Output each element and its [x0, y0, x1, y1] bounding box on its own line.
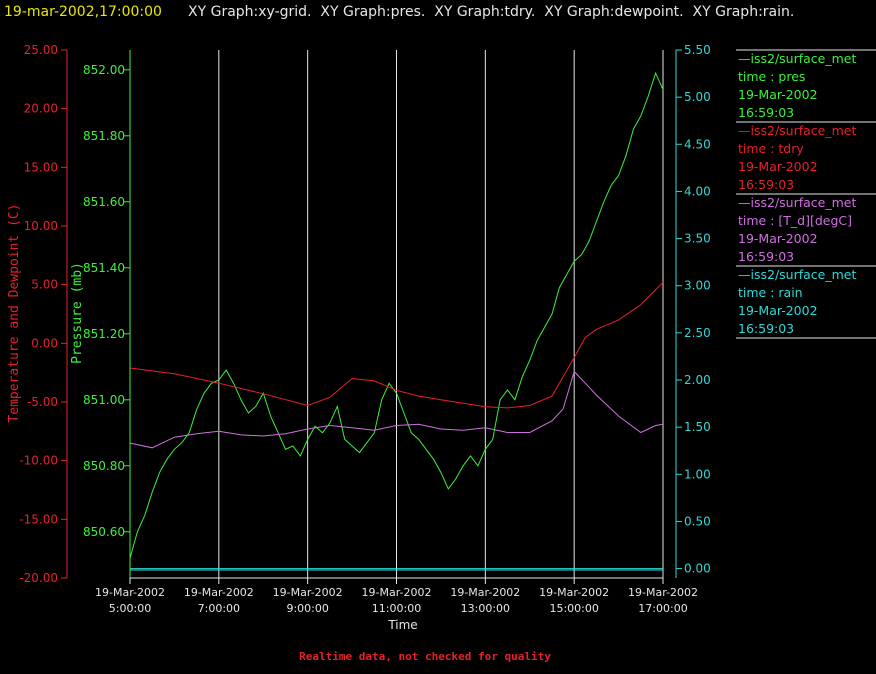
rain-tick-label: 4.00 [684, 184, 711, 198]
temp-tick-label: 20.00 [24, 102, 58, 116]
x-axis-label: Time [387, 618, 417, 632]
temp-tick-label: -20.00 [19, 571, 58, 585]
legend-label: time : [T_d][degC] [738, 213, 852, 228]
legend-time: 16:59:03 [738, 249, 794, 264]
temp-tick-label: 10.00 [24, 219, 58, 233]
x-tick-date: 19-Mar-2002 [539, 586, 609, 599]
pres-axis-label: Pressure (mb) [70, 262, 85, 364]
temp-tick-label: -15.00 [19, 512, 58, 526]
legend-label: time : pres [738, 69, 805, 84]
rain-axis: 5.50 5.00 4.50 4.00 3.50 3.00 2.50 2.00 1.50 1.00… [675, 43, 711, 578]
rain-tick-label: 2.00 [684, 373, 711, 387]
grid-lines [129, 50, 664, 578]
rain-tick-label: 1.00 [684, 467, 711, 481]
pres-tick-label: 851.80 [83, 129, 125, 143]
pres-tick-label: 850.60 [83, 525, 125, 539]
x-tick-date: 19-Mar-2002 [184, 586, 254, 599]
legend-time: 16:59:03 [738, 105, 794, 120]
pres-tick-label: 851.60 [83, 195, 125, 209]
legend-time: 16:59:03 [738, 177, 794, 192]
legend-date: 19-Mar-2002 [738, 303, 818, 318]
x-tick-date: 19-Mar-2002 [450, 586, 520, 599]
temp-axis-label: Temperature and Dewpoint (C) [7, 203, 22, 422]
x-tick-time: 5:00:00 [109, 602, 151, 615]
x-tick-time: 7:00:00 [198, 602, 240, 615]
temp-tick-label: 5.00 [31, 278, 58, 292]
series-line-tdry [129, 281, 664, 409]
legend-source: —iss2/surface_met [738, 51, 856, 66]
legend-date: 19-Mar-2002 [738, 87, 818, 102]
x-axis: 19-Mar-2002 5:00:00 19-Mar-2002 7:00:00 19-M… [95, 569, 698, 615]
legend-label: time : tdry [738, 141, 804, 156]
header-timestamp: 19-mar-2002,17:00:00 [4, 4, 162, 20]
x-tick-time: 17:00:00 [638, 602, 687, 615]
rain-tick-label: 3.00 [684, 279, 711, 293]
x-tick-time: 9:00:00 [286, 602, 328, 615]
pres-tick-label: 850.80 [83, 459, 125, 473]
x-tick-time: 13:00:00 [461, 602, 510, 615]
x-tick-date: 19-Mar-2002 [362, 586, 432, 599]
series-line-tddegc [129, 370, 664, 449]
rain-tick-label: 2.50 [684, 326, 711, 340]
pres-axis: 852.00 851.80 851.60 851.40 851.20 851.00 850.… [83, 50, 131, 578]
legend-label: time : rain [738, 285, 803, 300]
rain-tick-label: 1.50 [684, 420, 711, 434]
temp-tick-label: 15.00 [24, 160, 58, 174]
rain-tick-label: 4.50 [684, 137, 711, 151]
legend-source: —iss2/surface_met [738, 267, 856, 282]
legend-source: —iss2/surface_met [738, 123, 856, 138]
header-titles: XY Graph:xy-grid. XY Graph:pres. XY Grap… [188, 4, 794, 20]
legend-date: 19-Mar-2002 [738, 159, 818, 174]
temp-tick-label: -5.00 [27, 395, 58, 409]
rain-tick-label: 3.50 [684, 232, 711, 246]
rain-tick-label: 5.00 [684, 90, 711, 104]
temp-axis: 25.00 20.00 15.00 10.00 5.00 0.00 -5.00 -10.00 -… [19, 43, 68, 585]
pres-tick-label: 851.40 [83, 261, 125, 275]
x-tick-date: 19-Mar-2002 [628, 586, 698, 599]
legend-source: —iss2/surface_met [738, 195, 856, 210]
rain-tick-label: 0.00 [684, 562, 711, 576]
rain-tick-label: 5.50 [684, 43, 711, 57]
x-tick-date: 19-Mar-2002 [273, 586, 343, 599]
series-line-pres [129, 71, 664, 559]
rain-tick-label: 0.50 [684, 514, 711, 528]
x-tick-date: 19-Mar-2002 [95, 586, 165, 599]
temp-tick-label: -10.00 [19, 454, 58, 468]
x-tick-time: 11:00:00 [372, 602, 421, 615]
plot-area [129, 71, 664, 570]
legend-time: 16:59:03 [738, 321, 794, 336]
pres-tick-label: 852.00 [83, 63, 125, 77]
x-tick-time: 15:00:00 [549, 602, 598, 615]
pres-tick-label: 851.20 [83, 327, 125, 341]
temp-tick-label: 25.00 [24, 43, 58, 57]
pres-tick-label: 851.00 [83, 393, 125, 407]
footer-note: Realtime data, not checked for quality [299, 650, 551, 663]
temp-tick-label: 0.00 [31, 336, 58, 350]
legend-date: 19-Mar-2002 [738, 231, 818, 246]
